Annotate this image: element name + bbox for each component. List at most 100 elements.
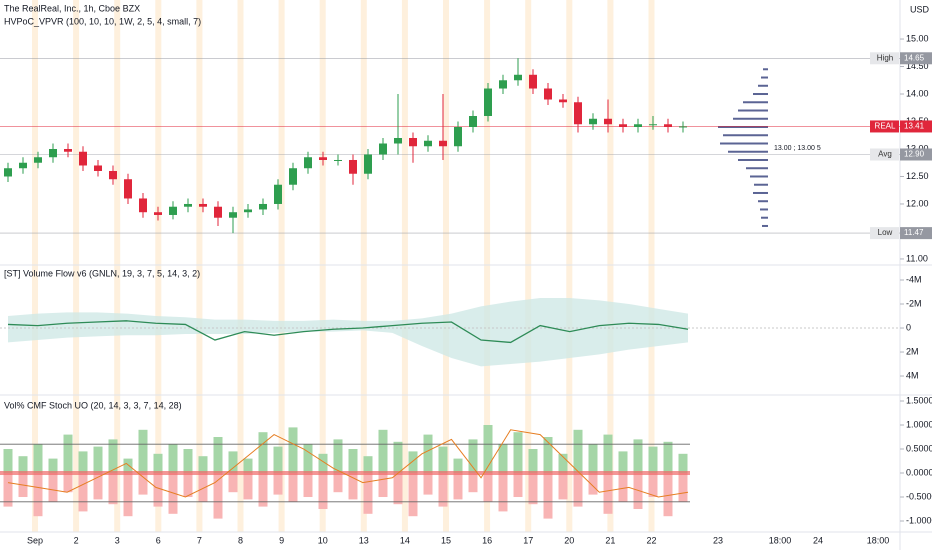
candle-body — [334, 159, 342, 161]
histogram-bar — [648, 473, 658, 498]
candle-body — [94, 165, 102, 171]
histogram-bar — [198, 456, 208, 474]
currency: USD — [910, 4, 930, 14]
indicator-title: Vol% CMF Stoch UO (20, 14, 3, 3, 7, 14, … — [4, 400, 182, 410]
histogram-bar — [438, 446, 448, 474]
profile-bar — [723, 134, 768, 137]
candle-body — [559, 99, 567, 103]
histogram-bar — [393, 441, 403, 474]
histogram-bar — [663, 473, 673, 517]
histogram-bar — [558, 473, 568, 500]
histogram-bar — [678, 473, 688, 502]
flow-line — [7, 320, 689, 344]
candle-body — [544, 88, 552, 100]
profile-bar — [760, 208, 768, 211]
histogram-bar — [438, 473, 448, 507]
level-value: 11.47 — [904, 228, 924, 237]
y-tick-label: -2M — [906, 298, 922, 308]
histogram-bar — [453, 473, 463, 500]
profile-bar — [750, 175, 768, 178]
y-tick-label: 14.00 — [906, 88, 929, 98]
histogram-bar — [603, 434, 613, 474]
histogram-bar — [588, 444, 598, 474]
candle-body — [424, 140, 432, 147]
band-area — [8, 298, 688, 367]
histogram-bar — [513, 432, 523, 474]
histogram-bar — [228, 451, 238, 474]
candle-body — [214, 206, 222, 218]
histogram-bar — [528, 473, 538, 505]
x-tick-label: 24 — [813, 535, 823, 545]
histogram-bar — [558, 453, 568, 474]
chart-title: The RealReal, Inc., 1h, Cboe BZX — [4, 3, 140, 13]
x-tick-label: 14 — [400, 535, 410, 545]
level-value-box — [900, 227, 932, 240]
histogram-bar — [93, 473, 103, 500]
histogram-bar — [513, 473, 523, 498]
histogram-bar — [78, 473, 88, 512]
level-name: High — [877, 53, 893, 62]
histogram-bar — [3, 473, 13, 507]
stoch-line — [7, 429, 689, 498]
candle-body — [109, 170, 117, 180]
y-tick-label: 0.5000 — [906, 443, 932, 453]
zero-band — [0, 471, 690, 476]
candle-body — [184, 203, 192, 207]
session-stripe — [32, 0, 38, 532]
x-tick-label: 6 — [156, 535, 161, 545]
profile-bar — [738, 109, 768, 112]
histogram-bar — [408, 473, 418, 517]
histogram-bar — [408, 451, 418, 474]
candle-body — [574, 102, 582, 125]
y-tick-label: 13.00 — [906, 143, 929, 153]
histogram-bar — [153, 453, 163, 474]
profile-bar — [733, 117, 768, 120]
session-stripe — [278, 0, 285, 532]
session-stripe — [443, 0, 449, 532]
level-name-box — [870, 52, 899, 65]
profile-bar — [753, 191, 768, 194]
candle-body — [679, 126, 687, 128]
y-tick-label: 1.0000 — [906, 419, 932, 429]
candle-body — [439, 140, 447, 147]
y-tick-label: 4M — [906, 370, 919, 380]
candle-body — [169, 206, 177, 215]
candle-body — [634, 124, 642, 128]
histogram-bar — [498, 473, 508, 512]
histogram-bar — [468, 473, 478, 493]
x-tick-label: Sep — [27, 535, 43, 545]
histogram-bar — [123, 473, 133, 517]
histogram-bar — [618, 451, 628, 474]
session-stripe — [196, 0, 203, 532]
candle-body — [364, 154, 372, 174]
candle-body — [529, 74, 537, 89]
histogram-bar — [33, 444, 43, 474]
session-stripe — [319, 0, 326, 532]
session-stripe — [401, 0, 408, 532]
candle-body — [79, 151, 87, 166]
x-tick-label: 13 — [359, 535, 369, 545]
y-tick-label: 2M — [906, 346, 919, 356]
histogram-bar — [228, 473, 238, 493]
histogram-bar — [423, 434, 433, 474]
candle-body — [394, 137, 402, 144]
profile-bar — [753, 93, 768, 96]
candle-body — [19, 162, 27, 169]
profile-bar — [718, 126, 768, 129]
candle-body — [499, 80, 507, 89]
histogram-bar — [138, 473, 148, 495]
level-value: 13.41 — [904, 122, 925, 131]
candle-body — [199, 203, 207, 207]
level-name: REAL — [875, 122, 896, 131]
session-stripe — [484, 0, 491, 532]
session-stripe — [525, 0, 532, 532]
histogram-bar — [528, 449, 538, 474]
candle-body — [289, 168, 297, 185]
session-stripe — [360, 0, 367, 532]
level-name-box — [870, 227, 899, 240]
histogram-bar — [378, 473, 388, 498]
histogram-bar — [603, 473, 613, 514]
x-tick-label: 8 — [238, 535, 243, 545]
histogram-bar — [18, 456, 28, 474]
